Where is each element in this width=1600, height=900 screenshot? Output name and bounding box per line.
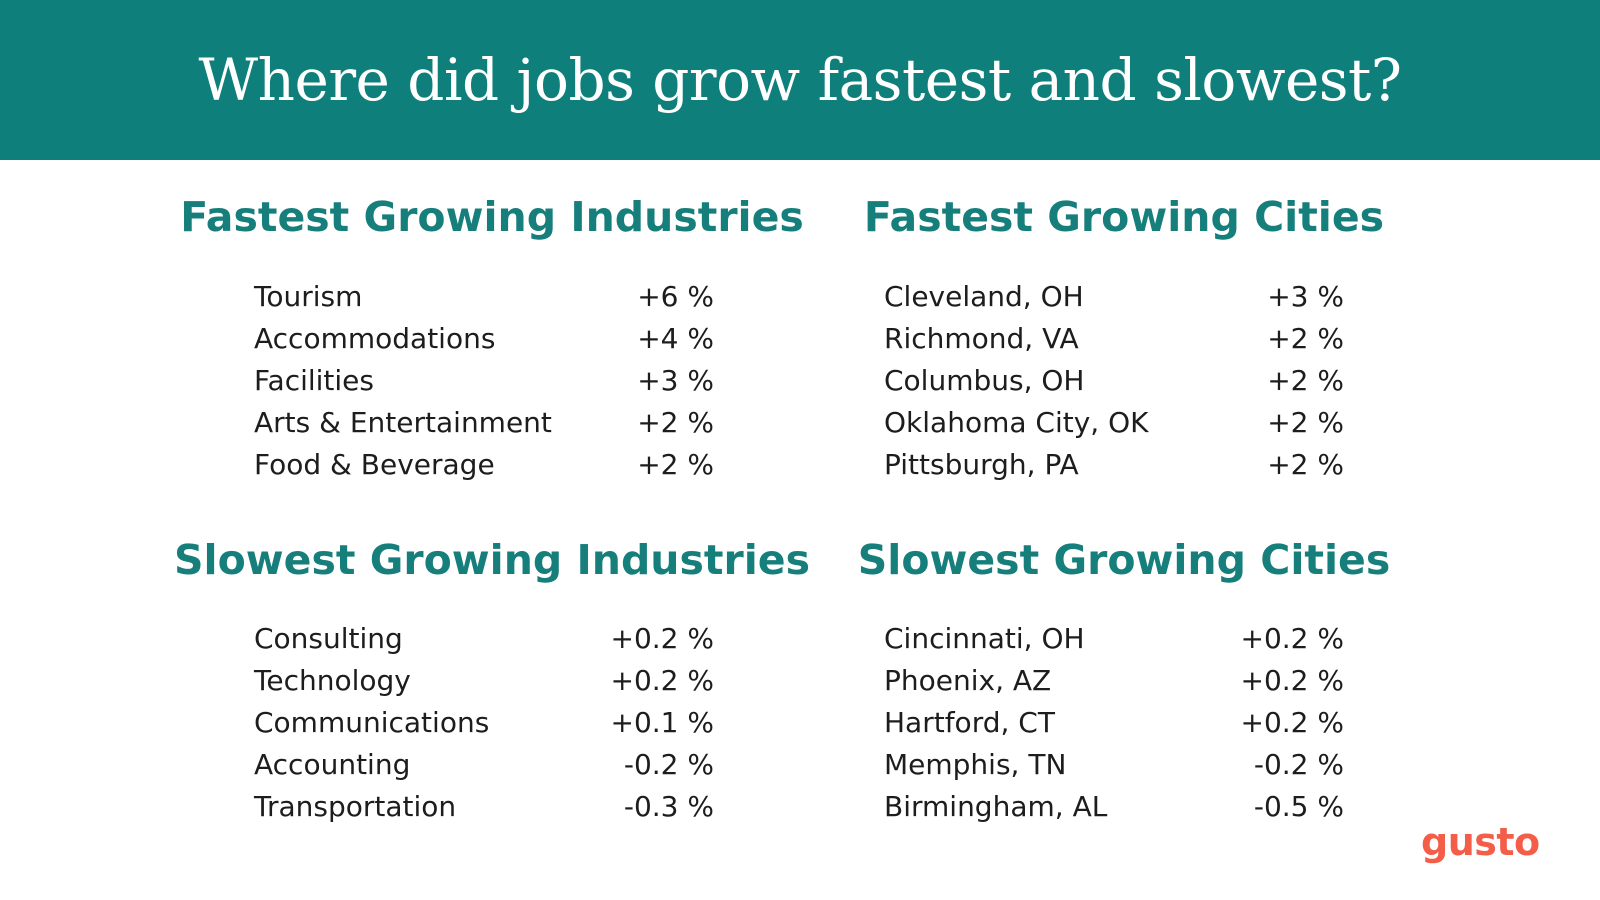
row-value: +2 % [1267, 364, 1344, 397]
row-label: Facilities [254, 364, 374, 397]
row-value: +0.1 % [610, 706, 715, 739]
fastest-industries-row: Tourism +6 % [254, 276, 714, 318]
gusto-logo: gusto [1421, 820, 1540, 864]
row-value: +6 % [637, 280, 714, 313]
slowest-cities-row: Cincinnati, OH +0.2 % [884, 618, 1344, 660]
fastest-industries-title: Fastest Growing Industries [180, 193, 804, 241]
slowest-cities-row: Birmingham, AL -0.5 % [884, 786, 1344, 828]
slowest-industries-row: Consulting +0.2 % [254, 618, 714, 660]
slowest-cities-row: Hartford, CT +0.2 % [884, 702, 1344, 744]
slowest-cities-row: Phoenix, AZ +0.2 % [884, 660, 1344, 702]
row-value: +0.2 % [1240, 706, 1345, 739]
fastest-cities-row: Cleveland, OH +3 % [884, 276, 1344, 318]
row-value: +4 % [637, 322, 714, 355]
row-label: Birmingham, AL [884, 790, 1108, 823]
header-banner: Where did jobs grow fastest and slowest? [0, 0, 1600, 160]
slowest-industries-row: Transportation -0.3 % [254, 786, 714, 828]
row-value: -0.2 % [623, 748, 714, 781]
row-label: Arts & Entertainment [254, 406, 552, 439]
fastest-cities-row: Oklahoma City, OK +2 % [884, 402, 1344, 444]
fastest-industries-row: Arts & Entertainment +2 % [254, 402, 714, 444]
row-value: +2 % [1267, 322, 1344, 355]
row-label: Columbus, OH [884, 364, 1085, 397]
row-value: +2 % [637, 406, 714, 439]
slowest-cities-title: Slowest Growing Cities [857, 536, 1391, 584]
row-label: Oklahoma City, OK [884, 406, 1149, 439]
row-label: Transportation [254, 790, 457, 823]
row-value: +0.2 % [610, 664, 715, 697]
row-value: +2 % [637, 448, 714, 481]
row-label: Accommodations [254, 322, 496, 355]
row-label: Tourism [254, 280, 363, 313]
row-value: +2 % [1267, 448, 1344, 481]
slowest-cities-row: Memphis, TN -0.2 % [884, 744, 1344, 786]
page-title: Where did jobs grow fastest and slowest? [198, 46, 1402, 114]
row-value: +3 % [637, 364, 714, 397]
row-value: -0.5 % [1253, 790, 1344, 823]
row-label: Hartford, CT [884, 706, 1055, 739]
row-label: Communications [254, 706, 490, 739]
row-label: Food & Beverage [254, 448, 495, 481]
fastest-industries-row: Facilities +3 % [254, 360, 714, 402]
fastest-industries-row: Food & Beverage +2 % [254, 444, 714, 486]
row-label: Cincinnati, OH [884, 622, 1085, 655]
slowest-industries-row: Accounting -0.2 % [254, 744, 714, 786]
row-label: Memphis, TN [884, 748, 1067, 781]
slowest-industries-row: Technology +0.2 % [254, 660, 714, 702]
fastest-cities-row: Columbus, OH +2 % [884, 360, 1344, 402]
row-label: Pittsburgh, PA [884, 448, 1079, 481]
row-label: Technology [254, 664, 411, 697]
slowest-industries-title: Slowest Growing Industries [174, 536, 810, 584]
row-value: +0.2 % [1240, 622, 1345, 655]
row-value: +3 % [1267, 280, 1344, 313]
fastest-cities-row: Richmond, VA +2 % [884, 318, 1344, 360]
row-value: +0.2 % [1240, 664, 1345, 697]
row-label: Richmond, VA [884, 322, 1079, 355]
fastest-cities-row: Pittsburgh, PA +2 % [884, 444, 1344, 486]
row-value: -0.3 % [623, 790, 714, 823]
row-label: Phoenix, AZ [884, 664, 1052, 697]
row-value: -0.2 % [1253, 748, 1344, 781]
row-label: Accounting [254, 748, 411, 781]
fastest-cities-title: Fastest Growing Cities [863, 193, 1385, 241]
fastest-industries-row: Accommodations +4 % [254, 318, 714, 360]
row-label: Consulting [254, 622, 403, 655]
row-value: +0.2 % [610, 622, 715, 655]
row-value: +2 % [1267, 406, 1344, 439]
row-label: Cleveland, OH [884, 280, 1084, 313]
slowest-industries-row: Communications +0.1 % [254, 702, 714, 744]
